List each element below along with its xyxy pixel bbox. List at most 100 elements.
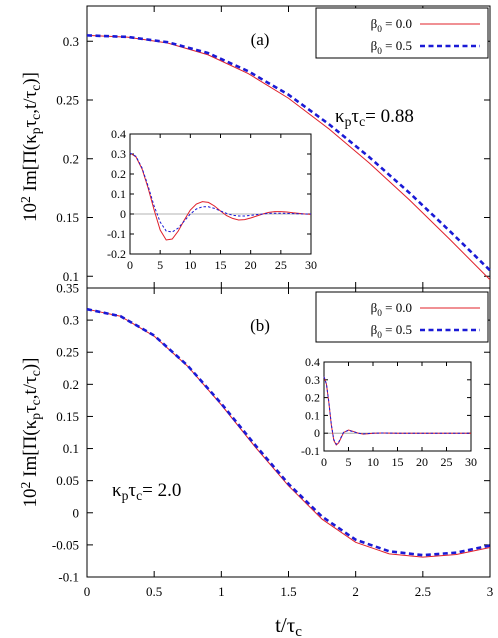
x-axis-label: t/τc <box>275 613 302 638</box>
inset-series-line-beta0-0-5 <box>323 376 471 446</box>
inset-y-tick-label: 0.4 <box>111 127 126 141</box>
y-axis-label-sub: c <box>28 114 43 120</box>
legend: β0 = 0.0β0 = 0.5 <box>315 7 489 59</box>
inset-plot: -0.2 -0.1 0 0.1 0.2 0.3 0.4 0 5 10 15 20 25 30 <box>107 127 317 272</box>
inset-x-tick-label: 30 <box>465 455 477 469</box>
y-axis-label-sub: c <box>28 399 43 405</box>
legend-entry-label-sub: 0 <box>377 309 382 319</box>
kappa-annotation: κpτc= 0.88 <box>335 106 414 129</box>
y-axis-label-part: τ <box>20 119 41 127</box>
x-tick-label: 0 <box>84 584 91 599</box>
inset-x-tick-label: 25 <box>441 455 453 469</box>
x-tick-label: 3 <box>487 584 494 599</box>
inset-y-tick-label: 0.3 <box>111 147 126 161</box>
inset-y-tick-label: 0.2 <box>305 391 320 405</box>
inset-x-tick-label: 10 <box>184 258 196 272</box>
kappa-annotation-part: = 2.0 <box>142 480 181 501</box>
inset-y-tick-label: 0.1 <box>305 408 320 422</box>
y-tick-label: 0.2 <box>63 151 79 166</box>
y-axis-label-part: ,t/τ <box>20 90 41 113</box>
inset-x-tick-label: 15 <box>392 455 404 469</box>
legend-entry-label-part: β <box>371 300 378 315</box>
legend-entry-label-part: = 0.0 <box>382 16 412 31</box>
legend-entry-label: β0 = 0.0 <box>371 300 412 319</box>
inset-y-tick-label: 0.4 <box>305 355 320 369</box>
legend-entry-label: β0 = 0.5 <box>371 38 412 57</box>
kappa-annotation-part: = 0.88 <box>365 106 414 127</box>
kappa-annotation-part: τ <box>128 480 136 501</box>
inset-y-tick-label: 0.1 <box>111 187 126 201</box>
inset-y-tick-label: 0.3 <box>305 373 320 387</box>
kappa-annotation-sub: p <box>122 488 129 503</box>
inset-y-tick-label: 0 <box>120 207 126 221</box>
panel-label: (b) <box>250 316 270 335</box>
legend-entry-label: β0 = 0.5 <box>371 322 412 341</box>
legend-entry-label-part: = 0.5 <box>382 322 412 337</box>
inset-frame <box>323 361 472 452</box>
y-axis-label-part: 10 <box>20 203 41 222</box>
y-tick-label: 0.3 <box>63 313 79 328</box>
y-axis-label: 102 Im[Π(κpτc,t/τc)] <box>18 72 43 222</box>
inset-x-tick-label: 30 <box>305 258 317 272</box>
inset-x-tick-label: 20 <box>416 455 428 469</box>
legend-entry-label-part: β <box>371 322 378 337</box>
kappa-annotation-part: κ <box>335 106 345 127</box>
y-axis-label-part: )] <box>20 72 41 85</box>
legend-entry-label-part: = 0.5 <box>382 38 412 53</box>
y-tick-label: 0.15 <box>56 210 79 225</box>
series-line-beta0-0-5 <box>86 307 491 557</box>
series-line-beta0-0-5 <box>86 34 491 272</box>
y-axis-label-part: Im[Π(κ <box>20 419 41 481</box>
y-axis-label-sup: 2 <box>18 196 33 203</box>
y-tick-label: -0.1 <box>58 570 79 585</box>
y-tick-label: 0.25 <box>56 345 79 360</box>
inset-x-tick-label: 0 <box>321 455 327 469</box>
legend-box <box>315 7 489 59</box>
inset-x-tick-label: 20 <box>245 258 257 272</box>
kappa-annotation-part: τ <box>351 106 359 127</box>
y-axis-label: 102 Im[Π(κpτc,t/τc)] <box>18 358 43 508</box>
kappa-annotation: κpτc= 2.0 <box>112 480 181 503</box>
kappa-annotation-sub: c <box>359 114 365 129</box>
legend-box <box>315 291 489 343</box>
series-line-beta0-0 <box>86 34 491 281</box>
y-tick-label: 0.05 <box>56 473 79 488</box>
y-axis-label-sub: c <box>28 370 43 376</box>
y-axis-label-part: )] <box>20 358 41 371</box>
series-line-beta0-0 <box>86 308 491 558</box>
legend-entry-label-sub: 0 <box>377 25 382 35</box>
inset-series-line-beta0-0-5 <box>129 152 311 233</box>
legend-entry-label-sub: 0 <box>377 47 382 57</box>
x-tick-label: 2.5 <box>415 584 431 599</box>
y-tick-label: 0.3 <box>63 34 79 49</box>
inset-y-tick-label: -0.1 <box>107 227 126 241</box>
x-axis-label-sub: c <box>295 624 302 638</box>
inset-y-tick-label: -0.1 <box>301 444 320 458</box>
y-tick-label: 0.25 <box>56 93 79 108</box>
inset-x-tick-label: 15 <box>215 258 227 272</box>
kappa-annotation-part: κ <box>112 480 122 501</box>
inset-x-tick-label: 5 <box>157 258 163 272</box>
inset-frame <box>129 133 312 255</box>
kappa-annotation-sub: c <box>136 488 142 503</box>
x-tick-label: 2 <box>352 584 359 599</box>
y-tick-label: 0.1 <box>63 269 79 284</box>
inset-series-line-beta0-0 <box>129 152 312 241</box>
legend-entry-label-part: = 0.0 <box>382 300 412 315</box>
y-axis-label-sup: 2 <box>18 481 33 488</box>
y-axis-label-sub: p <box>28 413 43 420</box>
legend-entry-label-part: β <box>371 16 378 31</box>
legend-entry-label-part: β <box>371 38 378 53</box>
x-tick-label: 0.5 <box>146 584 162 599</box>
inset-plot: -0.100.10.20.30.40 5 10 15 20 25 30 <box>301 355 477 469</box>
y-axis-label-sub: c <box>28 85 43 91</box>
panel-label: (a) <box>251 30 270 49</box>
y-axis-label-sub: p <box>28 127 43 134</box>
inset-x-tick-label: 10 <box>367 455 379 469</box>
inset-y-tick-label: 0 <box>314 426 320 440</box>
x-tick-label: 1 <box>218 584 225 599</box>
x-tick-label: 1.5 <box>280 584 296 599</box>
x-axis-label-part: t/τ <box>275 613 295 637</box>
